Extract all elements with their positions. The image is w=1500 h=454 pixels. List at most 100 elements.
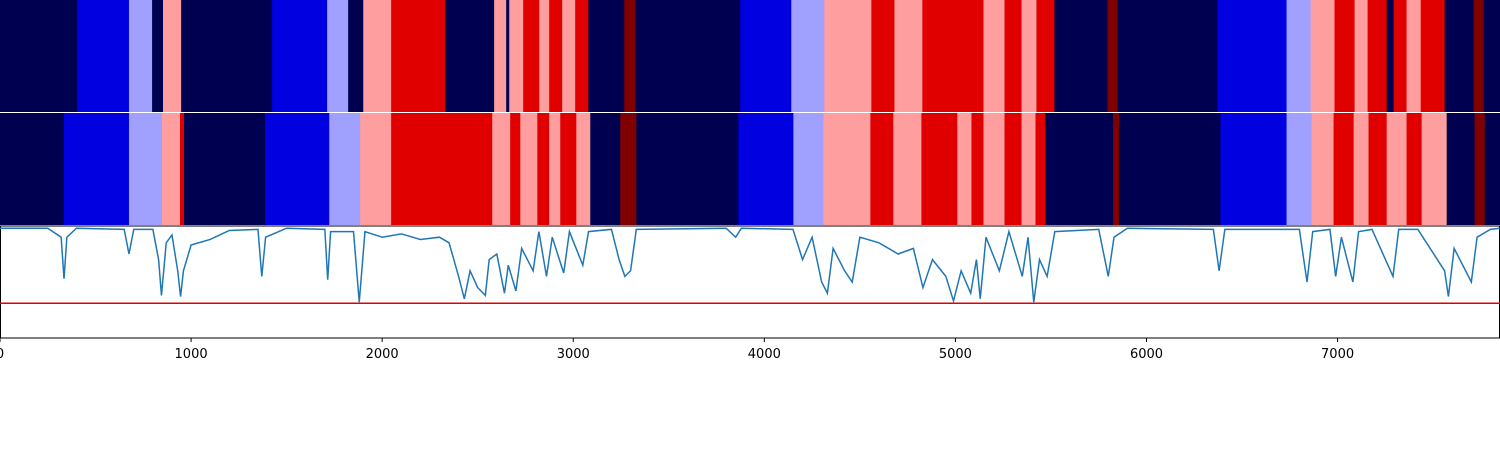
segment — [523, 0, 540, 112]
segment — [0, 0, 78, 112]
segment — [1406, 0, 1422, 112]
segment — [971, 113, 985, 225]
segment — [180, 113, 185, 225]
segment — [1386, 113, 1408, 225]
segment — [576, 113, 591, 225]
segment — [152, 0, 164, 112]
segment — [1353, 113, 1370, 225]
segment — [870, 113, 894, 225]
segment — [128, 0, 153, 112]
segment — [1354, 0, 1369, 112]
segment — [1021, 113, 1036, 225]
segment — [560, 113, 577, 225]
segment — [537, 113, 550, 225]
segment — [824, 0, 872, 112]
segment — [1444, 0, 1475, 112]
x-tick-label: 7000 — [1321, 347, 1354, 362]
line-series — [0, 227, 1500, 304]
segment — [391, 113, 493, 225]
segment — [1420, 0, 1446, 112]
segment — [549, 0, 563, 112]
segment — [329, 113, 361, 225]
segment — [1386, 0, 1395, 112]
segment — [738, 113, 794, 225]
segment — [921, 113, 958, 225]
segment — [588, 0, 625, 112]
segment — [1368, 113, 1388, 225]
segment — [1054, 0, 1109, 112]
segment — [1045, 113, 1114, 225]
segment — [893, 113, 922, 225]
segment — [1406, 113, 1423, 225]
segment — [1310, 0, 1336, 112]
segment — [983, 113, 1006, 225]
segment — [1286, 113, 1313, 225]
segment — [1473, 0, 1485, 112]
segment — [77, 0, 130, 112]
segment — [823, 113, 871, 225]
segment — [64, 113, 130, 225]
segment — [957, 113, 972, 225]
segment — [360, 113, 392, 225]
segment — [181, 0, 273, 112]
segment — [1484, 113, 1500, 225]
segment — [0, 113, 65, 225]
segment — [983, 0, 1006, 112]
segment — [635, 0, 741, 112]
segment — [265, 113, 330, 225]
segment — [1217, 0, 1288, 112]
segment — [506, 0, 510, 112]
segment — [363, 0, 392, 112]
segment — [1004, 113, 1023, 225]
segment — [494, 0, 507, 112]
x-tick-label: 4000 — [748, 347, 781, 362]
plot-frame — [0, 225, 1500, 339]
segment — [562, 0, 576, 112]
segment — [1286, 0, 1312, 112]
segment — [575, 0, 589, 112]
segment — [1446, 113, 1476, 225]
segment — [590, 113, 621, 225]
segment — [1333, 113, 1355, 225]
segment — [1107, 0, 1118, 112]
segment — [1118, 113, 1221, 225]
x-tick-label: 1000 — [175, 347, 208, 362]
segment — [445, 0, 495, 112]
segment — [1367, 0, 1388, 112]
segment — [1421, 113, 1448, 225]
segment — [894, 0, 923, 112]
segment — [1220, 113, 1288, 225]
segment — [272, 0, 328, 112]
segment — [1021, 0, 1037, 112]
segment — [184, 113, 266, 225]
segment — [492, 113, 511, 225]
segment — [128, 113, 163, 225]
segment — [740, 0, 792, 112]
segment — [624, 0, 636, 112]
segment — [162, 113, 181, 225]
segment — [520, 113, 538, 225]
segment — [509, 0, 524, 112]
segment — [620, 113, 637, 225]
segment — [871, 0, 895, 112]
segment — [1117, 0, 1219, 112]
segment — [791, 0, 825, 112]
segment — [162, 0, 182, 112]
x-tick-label: 6000 — [1130, 347, 1163, 362]
segment — [391, 0, 446, 112]
segment — [1036, 0, 1055, 112]
x-tick-label: 0 — [0, 347, 4, 362]
segment — [1004, 0, 1023, 112]
x-tick-label: 5000 — [939, 347, 972, 362]
segment — [636, 113, 739, 225]
segment — [1483, 0, 1500, 112]
segment — [1035, 113, 1046, 225]
segment — [348, 0, 364, 112]
x-tick-label: 3000 — [557, 347, 590, 362]
segment — [539, 0, 550, 112]
segment — [1113, 113, 1120, 225]
segment — [1311, 113, 1335, 225]
segment — [1334, 0, 1356, 112]
x-tick-label: 2000 — [366, 347, 399, 362]
